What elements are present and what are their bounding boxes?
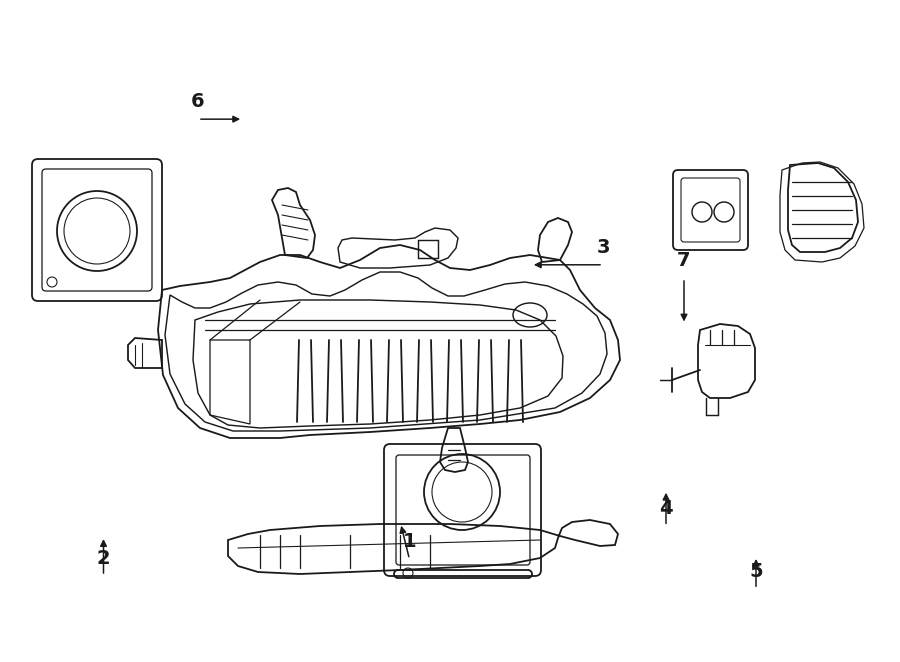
Text: 4: 4 [659,499,673,518]
Text: 3: 3 [596,238,610,257]
Text: 6: 6 [191,92,205,111]
Text: 5: 5 [749,562,763,581]
Text: 1: 1 [402,532,417,551]
Text: 7: 7 [677,251,691,270]
Text: 2: 2 [96,549,111,568]
